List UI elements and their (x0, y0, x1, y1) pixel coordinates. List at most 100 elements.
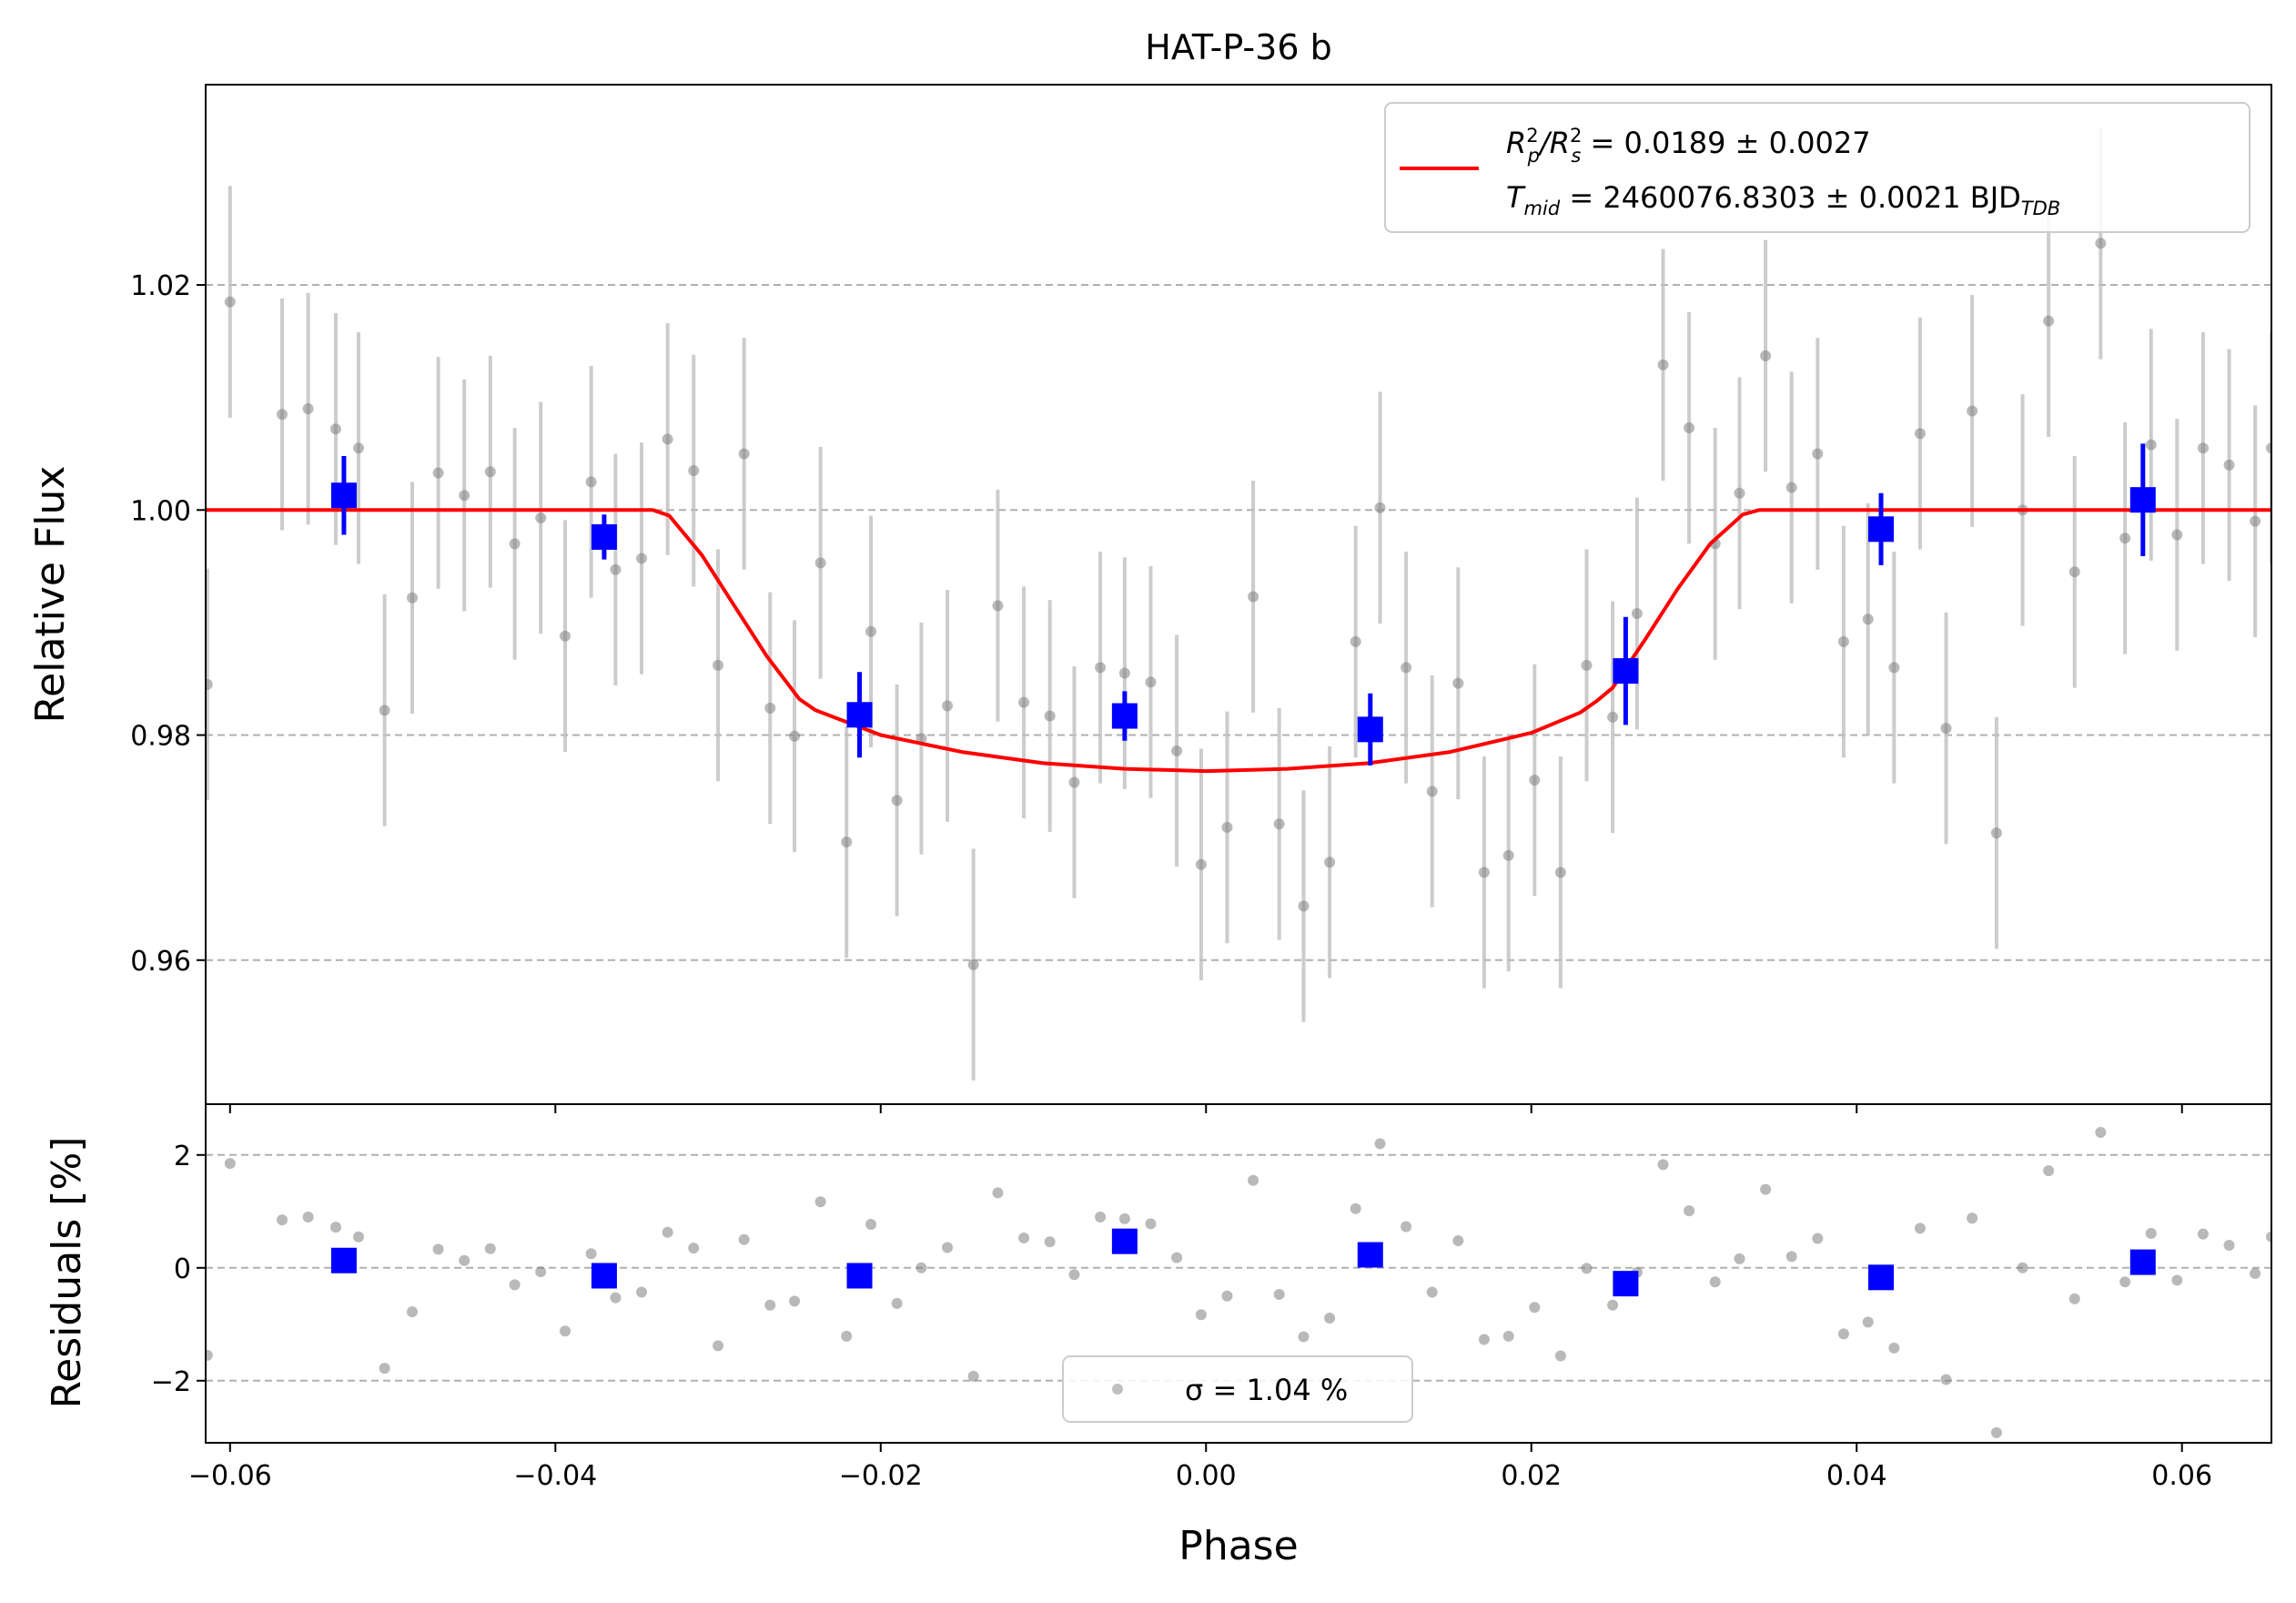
residual-raw-point (585, 1248, 597, 1260)
residual-raw-point (2043, 1165, 2055, 1177)
residuals-legend-box (1062, 1355, 1413, 1423)
x-tick-label: 0.02 (1501, 1460, 1562, 1492)
residual-raw-point (1888, 1342, 1900, 1354)
flux-raw-point (1248, 591, 1259, 603)
residual-raw-point (662, 1226, 673, 1238)
flux-raw-point (1502, 849, 1514, 861)
residual-raw-point (891, 1297, 903, 1309)
residual-raw-point (432, 1243, 444, 1255)
flux-raw-point (1095, 662, 1107, 674)
residual-raw-point (1426, 1286, 1438, 1298)
residual-raw-point (1248, 1174, 1259, 1186)
residual-binned-point (1868, 1264, 1895, 1291)
flux-raw-point (1298, 900, 1310, 912)
flux-raw-point (992, 600, 1004, 612)
residual-raw-point (1068, 1269, 1080, 1281)
residual-raw-point (764, 1299, 776, 1311)
residual-raw-point (1940, 1374, 1952, 1385)
flux-raw-point (1171, 745, 1183, 756)
residual-raw-point (2095, 1127, 2107, 1138)
flux-raw-point (277, 409, 288, 421)
residuals-axes-frame (205, 1103, 2272, 1444)
flux-raw-point (789, 730, 801, 742)
residual-raw-point (2171, 1274, 2183, 1286)
flux-raw-point (1374, 502, 1386, 513)
residual-raw-point (2250, 1268, 2261, 1279)
residual-raw-point (1171, 1252, 1183, 1263)
residual-raw-point (1195, 1309, 1207, 1321)
flux-raw-point (1118, 667, 1130, 679)
flux-raw-point (432, 467, 444, 479)
residual-raw-point (841, 1330, 853, 1342)
flux-raw-point (2119, 533, 2131, 544)
flux-raw-point (1684, 422, 1695, 434)
residual-raw-point (1812, 1233, 1824, 1244)
residual-raw-point (942, 1242, 954, 1253)
residual-binned-point (1613, 1271, 1639, 1297)
residual-raw-point (1324, 1312, 1336, 1324)
legend-line-1: R2 p/R2 s = 0.0189 ± 0.0027 (1506, 125, 1871, 167)
residual-raw-point (1529, 1302, 1541, 1314)
flux-raw-point (2068, 566, 2080, 578)
residual-raw-point (560, 1325, 571, 1337)
residuals-raw-points (206, 1127, 2271, 1438)
residual-raw-point (509, 1279, 521, 1291)
residual-raw-point (353, 1231, 365, 1243)
flux-y-tick-label: 0.96 (130, 946, 191, 978)
residuals-y-ticks: −2 0 2 (151, 1141, 206, 1398)
flux-raw-point (224, 296, 236, 308)
flux-raw-point (1990, 827, 2002, 839)
flux-raw-point (688, 465, 700, 477)
residual-raw-point (1581, 1263, 1593, 1274)
flux-raw-point (1785, 482, 1797, 493)
flux-binned-points (330, 443, 2156, 766)
flux-raw-point (2223, 459, 2235, 471)
residual-raw-point (636, 1286, 648, 1298)
residual-raw-point (967, 1370, 979, 1382)
flux-raw-point (1145, 676, 1157, 688)
residual-raw-point (407, 1306, 418, 1318)
flux-raw-point (585, 476, 597, 488)
flux-raw-point (942, 700, 954, 712)
residual-raw-point (1914, 1223, 1926, 1234)
flux-raw-point (1888, 662, 1900, 674)
flux-raw-point (1862, 614, 1874, 625)
flux-panel: 0.96 0.98 1.00 1.02 Relative Flux R2 p/R2 s =… (27, 84, 2272, 1113)
flux-y-ticks: 0.96 0.98 1.00 1.02 (130, 270, 206, 978)
residual-raw-point (2119, 1276, 2131, 1288)
residuals-legend: σ = 1.04 % (1062, 1355, 1413, 1423)
flux-legend-box (1384, 102, 2250, 233)
residual-raw-point (1554, 1350, 1566, 1362)
residual-raw-point (789, 1295, 801, 1307)
flux-raw-point (2145, 439, 2157, 451)
flux-raw-point (1426, 786, 1438, 797)
residual-binned-point (330, 1247, 357, 1273)
flux-raw-point (1967, 405, 1978, 417)
flux-raw-point (1044, 710, 1056, 722)
residual-raw-point (915, 1262, 927, 1273)
flux-raw-point (636, 553, 648, 564)
flux-x-ticks (228, 1104, 2183, 1113)
residual-raw-point (302, 1212, 314, 1223)
flux-y-tick-label: 1.00 (130, 495, 191, 527)
flux-raw-point (1401, 662, 1412, 674)
flux-raw-point (1760, 350, 1772, 361)
residual-raw-point (1044, 1236, 1056, 1248)
flux-raw-point (713, 659, 724, 671)
flux-raw-point (2095, 238, 2107, 249)
flux-raw-point (1350, 635, 1361, 647)
flux-raw-point (302, 403, 314, 415)
flux-raw-point (967, 959, 979, 970)
residual-binned-point (846, 1263, 873, 1289)
flux-raw-point (1452, 677, 1464, 689)
flux-raw-point (353, 442, 365, 454)
flux-raw-point (1812, 448, 1824, 460)
flux-binned-point (1111, 703, 1138, 729)
residual-raw-point (1837, 1328, 1849, 1340)
flux-raw-point (2197, 442, 2209, 454)
transit-model-group (206, 508, 2271, 774)
residual-raw-point (277, 1214, 288, 1226)
flux-raw-point (206, 678, 213, 690)
